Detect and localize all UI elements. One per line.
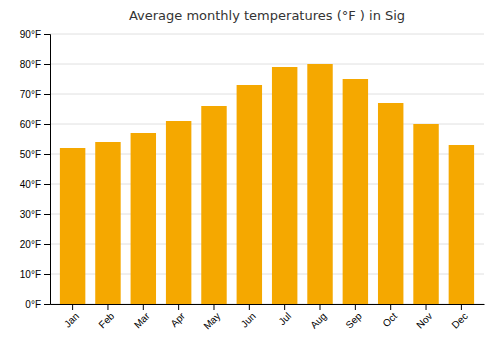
x-tick: Sep	[343, 304, 364, 331]
x-axis-line	[51, 304, 485, 305]
y-axis: 0°F 10°F 20°F 30°F 40°F 50°F 60°F 70°F 80°F 90°F	[20, 29, 51, 310]
x-tick-mark	[284, 304, 285, 310]
plot: 0°F 10°F 20°F 30°F 40°F 50°F 60°F 70°F 80°F 90°F J…	[20, 29, 485, 332]
x-tick-mark	[213, 304, 214, 310]
y-tick-mark	[44, 34, 50, 35]
x-tick-label: Jan	[62, 310, 81, 329]
x-tick-label: Jun	[239, 310, 258, 329]
x-tick: Jun	[239, 304, 258, 330]
bar	[166, 121, 191, 304]
x-tick-mark	[178, 304, 179, 310]
y-tick-mark	[44, 274, 50, 275]
x-tick: Jan	[62, 304, 81, 330]
x-tick: Jul	[276, 304, 293, 327]
x-tick: Nov	[414, 304, 434, 331]
y-tick-mark	[44, 64, 50, 65]
x-tick-mark	[461, 304, 462, 310]
y-tick: 90°F	[20, 29, 50, 40]
y-tick-label: 20°F	[20, 239, 41, 250]
y-tick: 80°F	[20, 59, 50, 70]
x-tick-mark	[249, 304, 250, 310]
grid	[50, 34, 484, 304]
x-tick-label: Sep	[343, 310, 364, 331]
x-tick: Aug	[308, 304, 328, 331]
y-tick-label: 0°F	[25, 299, 41, 310]
y-tick-mark	[44, 154, 50, 155]
x-tick-mark	[107, 304, 108, 310]
x-tick: Feb	[96, 304, 116, 330]
y-tick: 60°F	[20, 119, 50, 130]
x-tick: Oct	[380, 304, 399, 329]
y-tick: 0°F	[25, 299, 50, 310]
bar	[60, 148, 85, 304]
y-tick-label: 60°F	[20, 119, 41, 130]
x-axis: Jan Feb Mar Apr May Jun Jul Aug Sep Oct Nov Dec	[51, 304, 485, 332]
y-tick-mark	[44, 124, 50, 125]
x-tick-mark	[426, 304, 427, 310]
x-tick-mark	[320, 304, 321, 310]
y-tick-mark	[44, 304, 50, 305]
x-tick-label: Mar	[132, 310, 152, 330]
grid-line	[50, 64, 484, 65]
grid-line	[50, 34, 484, 35]
y-tick-label: 70°F	[20, 89, 41, 100]
y-tick-label: 10°F	[20, 269, 41, 280]
bar	[272, 67, 297, 304]
y-tick-label: 80°F	[20, 59, 41, 70]
x-tick-label: Jul	[276, 310, 293, 327]
title: Average monthly temperatures (°F ) in Si…	[129, 8, 405, 23]
bar	[449, 145, 474, 304]
x-tick-mark	[72, 304, 73, 310]
bar	[201, 106, 226, 304]
y-tick-label: 40°F	[20, 179, 41, 190]
x-tick: Apr	[168, 304, 187, 329]
chart: 0°F 10°F 20°F 30°F 40°F 50°F 60°F 70°F 80°F 90°F J…	[0, 0, 500, 350]
y-tick: 10°F	[20, 269, 50, 280]
y-tick: 50°F	[20, 149, 50, 160]
y-tick: 40°F	[20, 179, 50, 190]
y-tick-label: 90°F	[20, 29, 41, 40]
y-tick-mark	[44, 214, 50, 215]
y-tick: 20°F	[20, 239, 50, 250]
x-tick-label: Oct	[380, 310, 399, 329]
x-tick-label: Aug	[308, 310, 328, 330]
y-tick-mark	[44, 244, 50, 245]
x-tick: May	[201, 304, 222, 332]
bar	[413, 124, 438, 304]
x-tick-label: Nov	[414, 310, 434, 330]
bar	[237, 85, 262, 304]
y-tick-label: 50°F	[20, 149, 41, 160]
y-tick-mark	[44, 184, 50, 185]
x-tick-label: Dec	[450, 310, 470, 330]
x-tick-label: May	[201, 310, 222, 331]
x-tick-mark	[390, 304, 391, 310]
y-tick-mark	[44, 94, 50, 95]
grid-line	[50, 94, 484, 95]
x-tick-label: Feb	[96, 310, 116, 330]
bar	[378, 103, 403, 304]
bar	[307, 64, 332, 304]
x-tick: Dec	[450, 304, 470, 331]
x-tick-label: Apr	[168, 310, 187, 329]
bars	[60, 64, 474, 304]
y-tick: 30°F	[20, 209, 50, 220]
x-tick: Mar	[132, 304, 152, 330]
bar	[343, 79, 368, 304]
bar	[131, 133, 156, 304]
x-tick-mark	[355, 304, 356, 310]
y-axis-line	[44, 35, 51, 305]
x-tick-mark	[143, 304, 144, 310]
y-tick: 70°F	[20, 89, 50, 100]
y-tick-label: 30°F	[20, 209, 41, 220]
bar	[95, 142, 120, 304]
